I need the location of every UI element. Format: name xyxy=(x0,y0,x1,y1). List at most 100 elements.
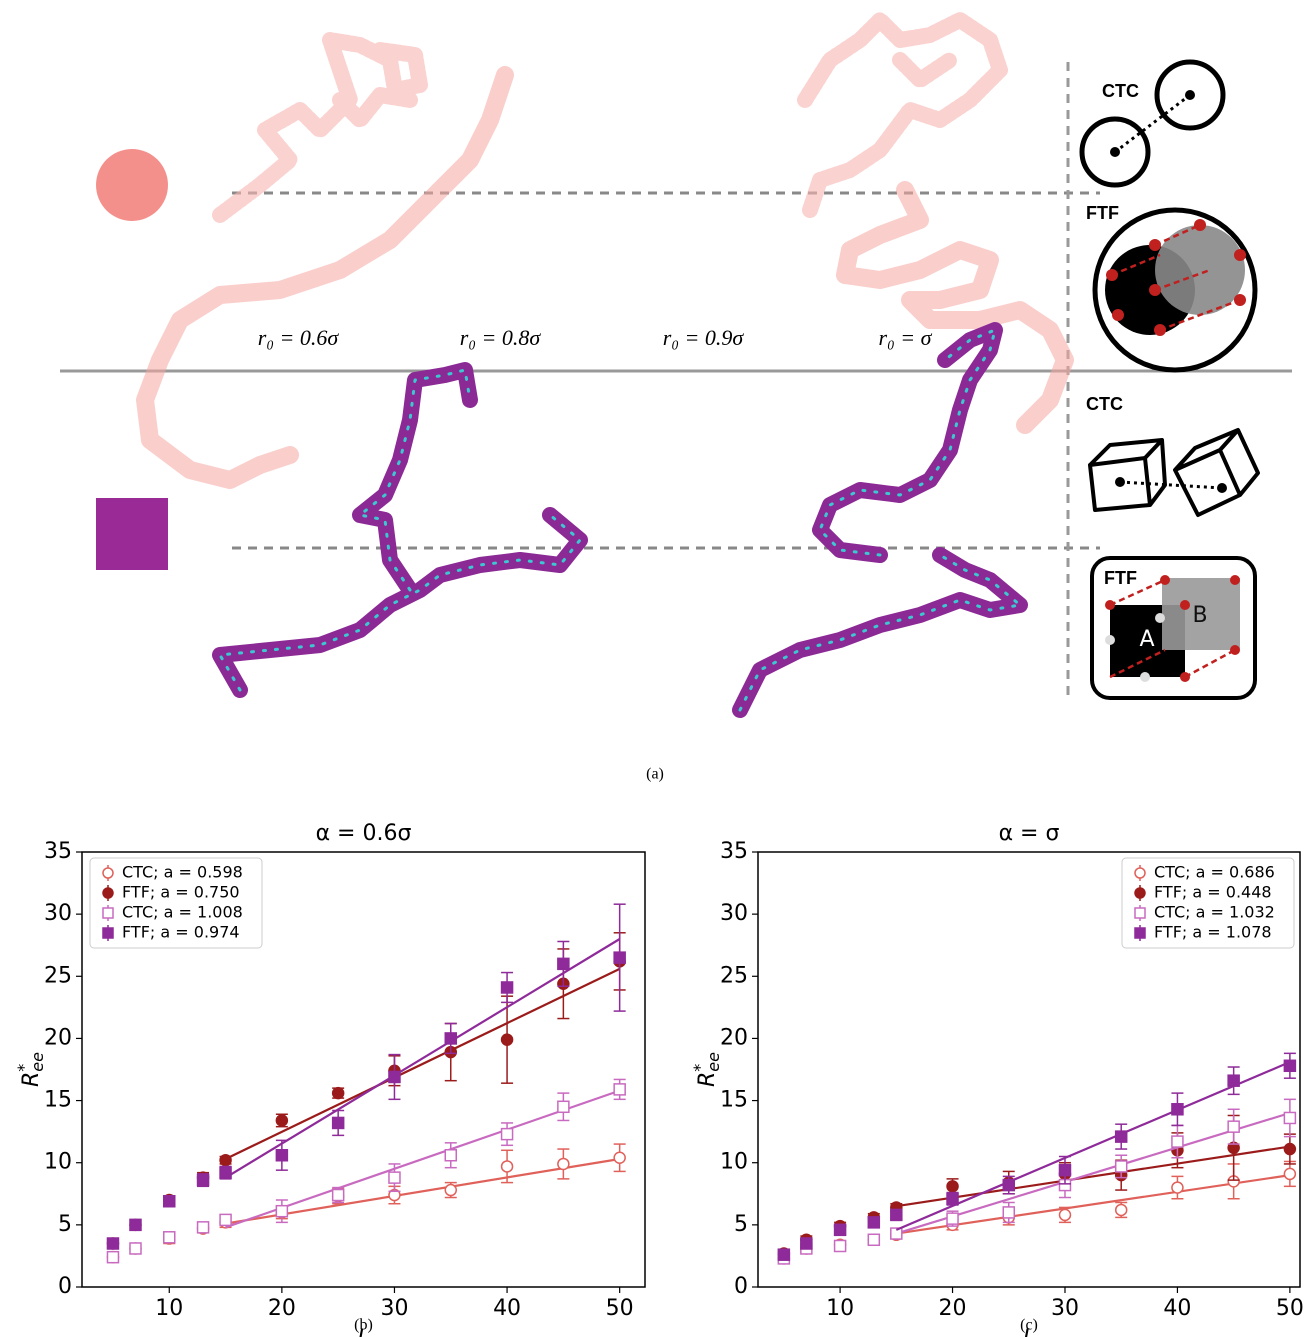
data-point xyxy=(1116,1131,1127,1142)
figure: r₀ = 0.6σ r₀ = 0.8σ r₀ = 0.9σ r₀ = σ CTC… xyxy=(0,0,1306,1337)
ctc-cube-diagram: CTC xyxy=(1086,394,1258,515)
data-point xyxy=(947,1193,958,1204)
y-tick-label: 30 xyxy=(720,901,748,926)
y-label: R*ee xyxy=(14,1052,47,1087)
data-point xyxy=(164,1232,175,1243)
r-label: r₀ = 0.9σ xyxy=(663,325,745,350)
y-tick-label: 25 xyxy=(720,963,748,988)
data-point xyxy=(558,958,569,969)
data-point xyxy=(1172,1104,1183,1115)
ftf-sphere-diagram: FTF xyxy=(1086,203,1255,370)
r-label: r₀ = 0.6σ xyxy=(258,325,340,350)
data-point xyxy=(333,1088,344,1099)
x-tick-label: 50 xyxy=(606,1296,634,1321)
x-tick-label: 40 xyxy=(1163,1296,1191,1321)
y-label-base: R xyxy=(695,1072,720,1087)
cube-label: A xyxy=(1139,627,1154,652)
data-point xyxy=(1228,1075,1239,1086)
cube-label: B xyxy=(1192,603,1207,628)
data-point xyxy=(1172,1136,1183,1147)
diagram-label: CTC xyxy=(1086,394,1123,414)
sphere-chains xyxy=(145,20,1065,480)
data-point xyxy=(502,982,513,993)
fit-line xyxy=(226,939,620,1178)
caption: (b) xyxy=(354,1317,373,1334)
legend-marker xyxy=(103,888,113,898)
y-label: R*ee xyxy=(690,1052,723,1087)
chart-title: α = σ xyxy=(999,821,1060,846)
y-tick-label: 0 xyxy=(734,1274,748,1299)
y-tick-label: 5 xyxy=(734,1212,748,1237)
data-point xyxy=(445,1150,456,1161)
y-tick-label: 15 xyxy=(44,1088,72,1113)
caption: (c) xyxy=(1020,1317,1038,1334)
legend-marker xyxy=(103,868,113,878)
y-label-base: R xyxy=(19,1072,44,1087)
data-point xyxy=(220,1214,231,1225)
data-point xyxy=(1003,1207,1014,1218)
legend-label: CTC; a = 0.686 xyxy=(1154,863,1275,882)
legend-marker xyxy=(1135,908,1145,918)
y-label-sub: ee xyxy=(704,1052,723,1072)
data-point xyxy=(1059,1209,1070,1220)
sphere-icon xyxy=(96,149,168,221)
r-label: r₀ = σ xyxy=(879,325,933,350)
data-point xyxy=(891,1209,902,1220)
y-tick-label: 35 xyxy=(44,839,72,864)
data-point xyxy=(502,1129,513,1140)
x-tick-label: 20 xyxy=(268,1296,296,1321)
data-point xyxy=(220,1155,231,1166)
data-point xyxy=(107,1238,118,1249)
y-tick-label: 35 xyxy=(720,839,748,864)
data-point xyxy=(220,1167,231,1178)
fit-line xyxy=(226,969,620,1159)
y-label-sub: ee xyxy=(28,1052,47,1072)
data-point xyxy=(130,1243,141,1254)
y-tick-label: 0 xyxy=(58,1274,72,1299)
data-point xyxy=(1172,1182,1183,1193)
data-point xyxy=(801,1238,812,1249)
legend-label: FTF; a = 0.448 xyxy=(1154,883,1272,902)
data-point xyxy=(1116,1161,1127,1172)
data-point xyxy=(389,1071,400,1082)
y-tick-label: 20 xyxy=(44,1025,72,1050)
data-point xyxy=(130,1219,141,1230)
r-label: r₀ = 0.8σ xyxy=(460,325,542,350)
y-tick-label: 30 xyxy=(44,901,72,926)
legend-label: FTF; a = 1.078 xyxy=(1154,923,1272,942)
data-point xyxy=(445,1185,456,1196)
data-point xyxy=(198,1222,209,1233)
data-point xyxy=(835,1224,846,1235)
data-point xyxy=(389,1172,400,1183)
data-point xyxy=(1284,1112,1295,1123)
panel-a: r₀ = 0.6σ r₀ = 0.8σ r₀ = 0.9σ r₀ = σ CTC… xyxy=(60,20,1292,783)
legend-label: CTC; a = 0.598 xyxy=(122,863,243,882)
data-point xyxy=(614,1084,625,1095)
data-point xyxy=(1284,1168,1295,1179)
data-point xyxy=(1116,1204,1127,1215)
legend-marker xyxy=(1135,928,1145,938)
data-point xyxy=(835,1240,846,1251)
legend-label: CTC; a = 1.032 xyxy=(1154,903,1275,922)
y-tick-label: 10 xyxy=(44,1150,72,1175)
data-point xyxy=(276,1206,287,1217)
legend-marker xyxy=(1135,888,1145,898)
data-point xyxy=(1284,1060,1295,1071)
data-point xyxy=(164,1196,175,1207)
x-tick-label: 10 xyxy=(826,1296,854,1321)
legend-marker xyxy=(1135,868,1145,878)
cube-chains xyxy=(220,330,1020,710)
legend-label: FTF; a = 0.974 xyxy=(122,923,240,942)
x-tick-label: 40 xyxy=(493,1296,521,1321)
x-tick-label: 50 xyxy=(1276,1296,1304,1321)
diagram-label: FTF xyxy=(1086,203,1119,223)
data-point xyxy=(1003,1180,1014,1191)
data-point xyxy=(614,1152,625,1163)
data-point xyxy=(276,1115,287,1126)
data-point xyxy=(276,1150,287,1161)
data-point xyxy=(778,1249,789,1260)
data-point xyxy=(502,1034,513,1045)
